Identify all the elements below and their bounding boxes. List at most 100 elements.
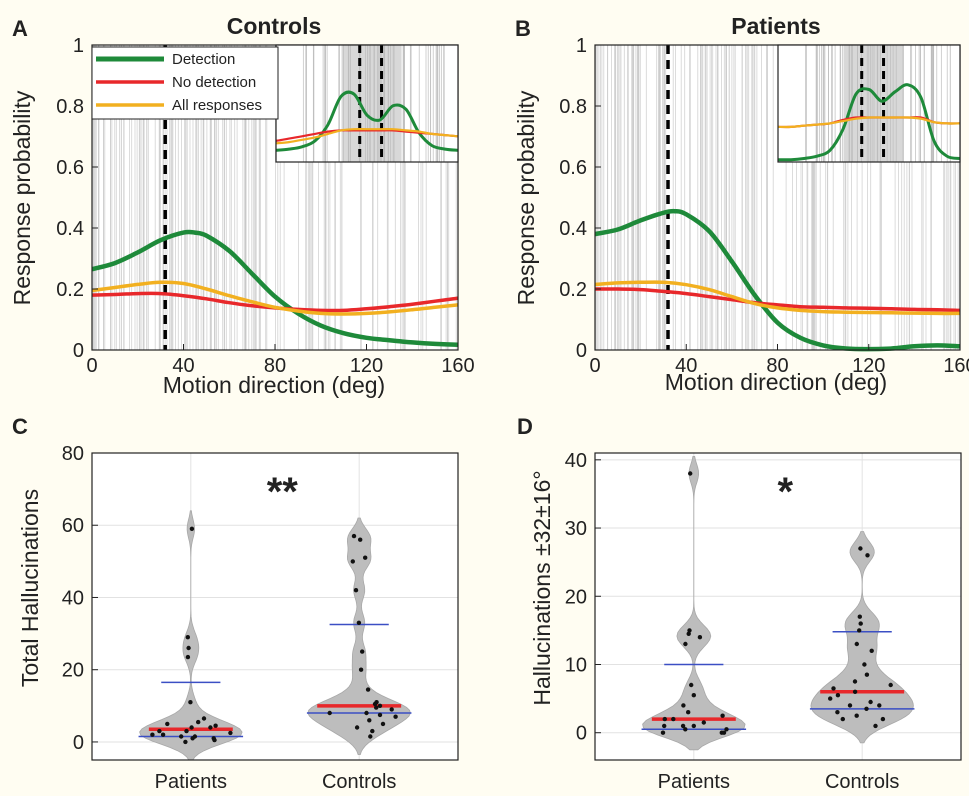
- inset: [777, 44, 961, 163]
- inset: [275, 44, 459, 163]
- data-point: [701, 720, 706, 725]
- category-label-controls: Controls: [825, 771, 899, 793]
- data-point: [367, 718, 372, 723]
- y-tick-label: 0.2: [56, 279, 84, 301]
- data-point: [687, 628, 692, 633]
- data-point: [213, 723, 218, 728]
- data-point: [377, 703, 383, 708]
- panel-b: B Patients 0 40 80 120 160 0 0.2 0.4 0.6 0.8 1 Mot…: [513, 13, 969, 395]
- x-tick-label: 80: [264, 355, 286, 377]
- data-point: [858, 621, 863, 626]
- legend: Detection No detection All responses: [91, 46, 279, 120]
- violin-controls: [307, 517, 411, 755]
- y-tick-label: 20: [62, 660, 84, 682]
- data-point: [686, 710, 691, 715]
- y-tick-label: 0.8: [56, 96, 84, 118]
- panel-d-letter: D: [517, 414, 533, 439]
- data-point: [189, 725, 194, 730]
- data-point: [835, 710, 840, 715]
- data-point: [356, 620, 362, 625]
- panel-c-letter: C: [12, 414, 28, 439]
- panel-b-title: Patients: [731, 13, 820, 39]
- significance-marker: *: [778, 470, 794, 514]
- data-point: [689, 682, 694, 688]
- data-point: [160, 732, 166, 737]
- panel-a-letter: A: [12, 16, 28, 41]
- data-point: [857, 628, 862, 633]
- x-tick-label: 120: [852, 355, 885, 377]
- inset-frame: [777, 44, 961, 163]
- series-line-no-detection: [594, 287, 961, 313]
- data-point: [354, 725, 360, 730]
- panel-c-plot: Patients Controls ** 0 20 40 60 80: [62, 443, 459, 793]
- category-label-patients: Patients: [155, 771, 227, 793]
- axes-frame: [594, 452, 962, 761]
- inset-shaded-band: [341, 45, 402, 162]
- data-point: [368, 734, 373, 739]
- data-point: [681, 703, 686, 708]
- data-point: [393, 714, 398, 719]
- data-point: [688, 471, 693, 476]
- data-point: [828, 696, 833, 701]
- data-point: [686, 631, 691, 636]
- data-point: [697, 635, 703, 640]
- data-point: [358, 667, 364, 672]
- data-point: [877, 703, 882, 708]
- data-point: [724, 727, 729, 732]
- data-point: [680, 723, 686, 729]
- x-tick-label: 80: [766, 355, 788, 377]
- y-tick-label: 80: [62, 443, 84, 465]
- data-point: [869, 648, 874, 653]
- data-point: [358, 537, 363, 542]
- data-point: [858, 546, 863, 551]
- x-tick-label: 0: [589, 355, 600, 377]
- y-tick-label: 0.6: [56, 157, 84, 179]
- data-point: [350, 559, 355, 564]
- data-point: [683, 727, 688, 732]
- data-point: [835, 693, 841, 698]
- y-tick-label: 40: [62, 587, 84, 609]
- y-tick-label: 0.2: [559, 279, 587, 301]
- category-label-controls: Controls: [322, 771, 396, 793]
- data-point: [864, 672, 870, 677]
- data-point: [165, 721, 170, 727]
- data-point: [185, 635, 190, 640]
- panel-d-plot: Patients Controls * 0 10 20 30 40: [565, 450, 962, 793]
- series-line-all-responses: [594, 280, 961, 316]
- violin-patients: [642, 456, 746, 751]
- panel-a-ylabel: Response probability: [9, 90, 35, 305]
- data-point: [660, 730, 666, 735]
- x-tick-label: 40: [172, 355, 194, 377]
- data-point: [208, 725, 213, 730]
- data-point: [189, 526, 195, 531]
- panel-c-ylabel: Total Hallucinations: [17, 489, 43, 687]
- data-point: [662, 723, 667, 729]
- y-tick-label: 30: [565, 518, 587, 540]
- data-point: [186, 645, 191, 651]
- data-point: [683, 641, 688, 647]
- y-tick-label: 60: [62, 515, 84, 537]
- data-point: [185, 654, 191, 660]
- y-tick-label: 1: [73, 35, 84, 57]
- data-point: [157, 728, 162, 734]
- data-point: [201, 716, 207, 721]
- data-point: [150, 732, 155, 737]
- data-point: [192, 734, 198, 739]
- significance-marker: **: [267, 470, 299, 514]
- data-point: [691, 723, 696, 729]
- series-line-detection: [91, 229, 459, 348]
- data-point: [720, 713, 725, 718]
- data-point: [862, 662, 867, 667]
- y-tick-label: 40: [565, 450, 587, 472]
- y-tick-label: 0: [576, 723, 587, 745]
- violin-patients: [139, 510, 243, 761]
- data-point: [353, 588, 359, 593]
- data-point: [380, 721, 386, 727]
- y-tick-label: 0.4: [56, 218, 84, 240]
- x-tick-label: 0: [86, 355, 97, 377]
- y-tick-label: 0.4: [559, 218, 587, 240]
- data-point: [370, 728, 375, 734]
- data-point: [179, 734, 184, 739]
- data-point: [360, 649, 365, 654]
- x-tick-label: 160: [943, 355, 969, 377]
